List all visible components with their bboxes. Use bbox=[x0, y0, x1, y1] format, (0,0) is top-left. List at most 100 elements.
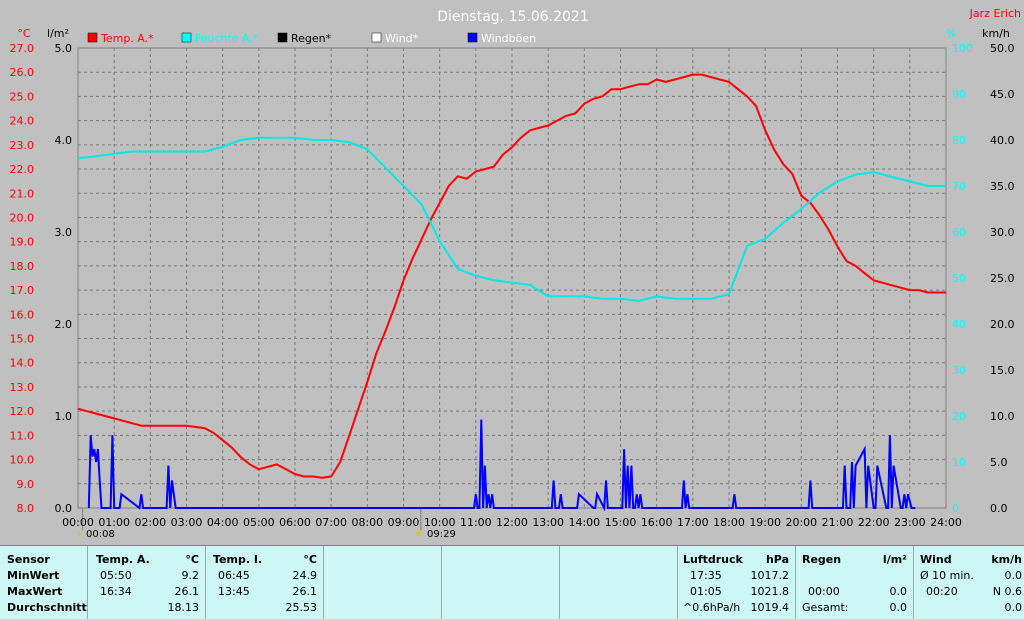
rain-axis-unit: l/m² bbox=[47, 27, 69, 40]
x-tick-label: 20:00 bbox=[785, 516, 817, 529]
axis-ticks: 8.0 9.0 10.0 11.0 12.0 13.0 14.0 15.0 16.0 17.0 18… bbox=[10, 42, 1015, 529]
rain-tick-label: 5.0 bbox=[55, 42, 73, 55]
series-gusts bbox=[87, 419, 916, 512]
humidity-tick-label: 0 bbox=[952, 502, 959, 515]
legend-label-rain: Regen* bbox=[291, 32, 332, 45]
x-tick-label: 18:00 bbox=[713, 516, 745, 529]
wind-axis-unit: km/h bbox=[982, 27, 1010, 40]
wind-avg10-value: 0.0 bbox=[1004, 569, 1023, 582]
temp-tick-label: 8.0 bbox=[17, 502, 35, 515]
sensor-header: Sensor bbox=[7, 553, 50, 566]
x-tick-label: 17:00 bbox=[677, 516, 709, 529]
minwert-label: MinWert bbox=[7, 569, 60, 582]
temp-tick-label: 18.0 bbox=[10, 260, 35, 273]
temp-a-header: Temp. A. bbox=[96, 553, 150, 566]
temp-tick-label: 22.0 bbox=[10, 163, 35, 176]
wind-tick-label: 50.0 bbox=[990, 42, 1015, 55]
legend: Temp. A.* Feuchte A.* Regen* Wind* Windb… bbox=[87, 32, 536, 45]
temp-tick-label: 9.0 bbox=[17, 478, 35, 491]
pressure-trend-label: ^0.6hPa/h bbox=[683, 601, 741, 614]
temp-tick-label: 19.0 bbox=[10, 236, 35, 249]
pressure-min-value: 1017.2 bbox=[750, 569, 790, 582]
temp-a-min-time: 05:50 bbox=[100, 569, 132, 582]
temp-i-min-value: 24.9 bbox=[292, 569, 318, 582]
empty-column-1 bbox=[324, 546, 442, 619]
wind-tick-label: 45.0 bbox=[990, 88, 1015, 101]
x-tick-label: 04:00 bbox=[207, 516, 239, 529]
x-tick-label: 10:00 bbox=[424, 516, 456, 529]
temp-tick-label: 11.0 bbox=[10, 429, 35, 442]
x-tick-label: 06:00 bbox=[279, 516, 311, 529]
rain-tick-label: 2.0 bbox=[55, 318, 73, 331]
wind-avg10-label: Ø 10 min. bbox=[920, 569, 974, 582]
rain-max-time: 00:00 bbox=[808, 585, 840, 598]
temp-a-average: 18.13 bbox=[167, 601, 200, 614]
rain-total-label: Gesamt: bbox=[802, 601, 849, 614]
temp-tick-label: 21.0 bbox=[10, 187, 35, 200]
temp-tick-label: 27.0 bbox=[10, 42, 35, 55]
rain-tick-label: 1.0 bbox=[55, 410, 73, 423]
temp-tick-label: 23.0 bbox=[10, 139, 35, 152]
wind-header: Wind bbox=[920, 553, 952, 566]
wind-tick-label: 35.0 bbox=[990, 180, 1015, 193]
sun-icon: ☀ bbox=[414, 529, 423, 540]
marker-1: ⚡ 00:08 bbox=[76, 529, 115, 540]
rain-tick-label: 4.0 bbox=[55, 134, 73, 147]
legend-swatch-rain bbox=[277, 32, 288, 43]
x-tick-label: 15:00 bbox=[605, 516, 637, 529]
legend-swatch-wind bbox=[371, 32, 382, 43]
chart-title: Dienstag, 15.06.2021 bbox=[437, 9, 588, 25]
temp-tick-label: 26.0 bbox=[10, 66, 35, 79]
temp-tick-label: 17.0 bbox=[10, 284, 35, 297]
x-tick-label: 02:00 bbox=[134, 516, 166, 529]
wind-tick-label: 0.0 bbox=[990, 502, 1008, 515]
marker-time-2: 09:29 bbox=[427, 529, 456, 540]
pressure-max-time: 01:05 bbox=[690, 585, 722, 598]
temp-tick-label: 20.0 bbox=[10, 211, 35, 224]
wind-max-value: N 0.6 bbox=[992, 585, 1022, 598]
legend-swatch-temp bbox=[87, 32, 98, 43]
humidity-axis-unit: % bbox=[946, 27, 956, 40]
temp-i-max-value: 26.1 bbox=[292, 585, 318, 598]
x-tick-label: 09:00 bbox=[388, 516, 420, 529]
marker-time-1: 00:08 bbox=[86, 529, 115, 540]
pressure-trend-value: 1019.4 bbox=[750, 601, 790, 614]
lightning-icon: ⚡ bbox=[76, 529, 83, 540]
x-tick-label: 16:00 bbox=[641, 516, 673, 529]
pressure-column: Luftdruck hPa 17:35 1017.2 01:05 1021.8 … bbox=[678, 546, 796, 619]
wind-max-time: 00:20 bbox=[926, 585, 958, 598]
rain-max-value: 0.0 bbox=[889, 585, 908, 598]
humidity-tick-label: 80 bbox=[952, 134, 966, 147]
x-tick-label: 21:00 bbox=[822, 516, 854, 529]
wind-column: Wind km/h Ø 10 min. 0.0 00:20 N 0.6 0.0 bbox=[914, 546, 1024, 619]
weather-chart: 8.0 9.0 10.0 11.0 12.0 13.0 14.0 15.0 16.0 17.0 18… bbox=[9, 7, 1022, 540]
wind-tick-label: 20.0 bbox=[990, 318, 1015, 331]
temp-axis-unit: °C bbox=[17, 27, 31, 40]
temp-i-column: Temp. I. °C 06:45 24.9 13:45 26.1 25.53 bbox=[206, 546, 324, 619]
series-temperature bbox=[77, 73, 946, 479]
rain-total-value: 0.0 bbox=[889, 601, 908, 614]
x-tick-label: 03:00 bbox=[171, 516, 203, 529]
humidity-tick-label: 40 bbox=[952, 318, 966, 331]
temp-tick-label: 25.0 bbox=[10, 90, 35, 103]
durchschnitt-label: Durchschnitt bbox=[7, 601, 87, 614]
marker-2: ☀ 09:29 bbox=[414, 529, 456, 540]
pressure-unit: hPa bbox=[765, 553, 789, 566]
temp-tick-label: 15.0 bbox=[10, 333, 35, 346]
wind-tick-label: 25.0 bbox=[990, 272, 1015, 285]
rain-unit: l/m² bbox=[882, 553, 907, 566]
legend-label-wind: Wind* bbox=[385, 32, 419, 45]
grid bbox=[78, 48, 946, 530]
pressure-min-time: 17:35 bbox=[690, 569, 722, 582]
temp-tick-label: 16.0 bbox=[10, 308, 35, 321]
temp-tick-label: 10.0 bbox=[10, 454, 35, 467]
humidity-tick-label: 10 bbox=[952, 456, 966, 469]
empty-column-2 bbox=[442, 546, 560, 619]
rain-header: Regen bbox=[802, 553, 842, 566]
x-tick-label: 14:00 bbox=[568, 516, 600, 529]
temp-a-max-value: 26.1 bbox=[174, 585, 200, 598]
x-tick-label: 19:00 bbox=[749, 516, 781, 529]
humidity-tick-label: 90 bbox=[952, 88, 966, 101]
legend-label-gusts: Windböen bbox=[481, 32, 536, 45]
legend-label-humidity: Feuchte A.* bbox=[195, 32, 259, 45]
